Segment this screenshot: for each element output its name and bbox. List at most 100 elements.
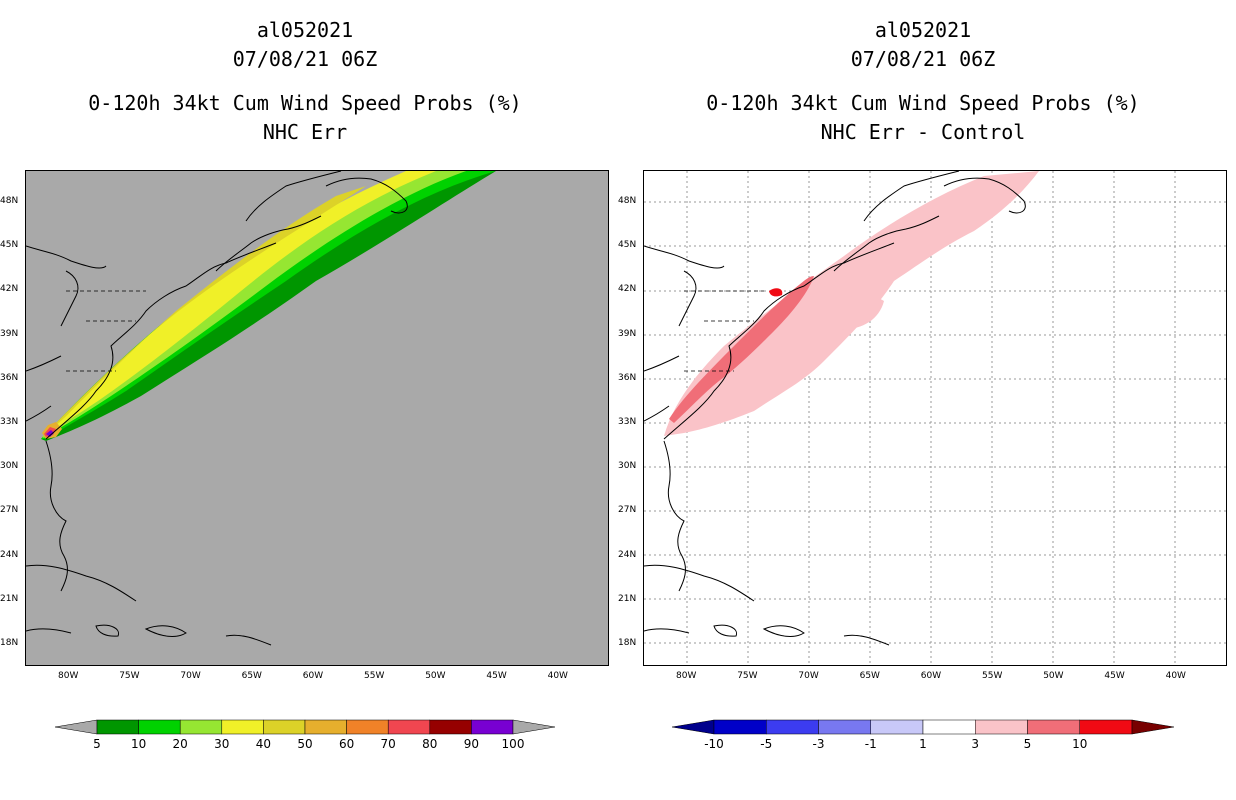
colorbar-label: 1: [919, 737, 927, 751]
lat-label: 36N: [618, 372, 637, 383]
colorbar-label: 90: [463, 737, 480, 751]
right-storm-id: al052021: [874, 18, 972, 42]
colorbar-swatch: [96, 719, 139, 735]
swath-core-100: [46, 430, 54, 437]
lon-label: 70W: [798, 671, 819, 681]
lon-label: 75W: [119, 671, 140, 681]
lat-label: 30N: [618, 461, 637, 472]
lat-label: 39N: [0, 328, 19, 339]
colorbar-label: 60: [338, 737, 355, 751]
colorbar-label: -1: [864, 737, 877, 751]
colorbar-swatch: [179, 719, 223, 735]
colorbar-swatch: [1027, 719, 1080, 735]
colorbar-swatch: [922, 719, 976, 735]
lat-label: 33N: [0, 417, 19, 427]
lon-label: 55W: [982, 671, 1003, 681]
left-probability-map: [25, 170, 609, 666]
colorbar-high-extend: [1131, 719, 1174, 735]
colorbar-high-extend: [512, 719, 555, 735]
colorbar-swatch: [1079, 719, 1133, 735]
colorbar-low-extend: [672, 719, 715, 735]
lat-label: 42N: [618, 284, 637, 295]
lat-label: 18N: [618, 638, 637, 648]
colorbar-label: 5: [1023, 737, 1032, 751]
colorbar-low-extend: [55, 719, 98, 735]
colorbar-label: 50: [297, 737, 313, 751]
colorbar-label: -10: [704, 737, 724, 751]
diff-1-to-3-lobe: [834, 295, 884, 330]
colorbar-swatch: [304, 719, 347, 735]
lon-label: 65W: [859, 671, 880, 681]
colorbar-label: 3: [971, 737, 980, 751]
right-difference-map: [643, 170, 1227, 666]
right-map-graphic: [644, 171, 1226, 665]
colorbar-label: 100: [501, 737, 525, 751]
lat-label: 39N: [618, 328, 637, 339]
lat-label: 21N: [0, 593, 19, 604]
left-coastlines: [26, 171, 408, 646]
left-subtitle: NHC Err: [262, 120, 348, 144]
lat-label: 36N: [0, 372, 19, 383]
colorbar-label: 30: [214, 737, 230, 751]
right-colorbar: [672, 719, 1174, 735]
colorbar-swatch: [713, 719, 767, 735]
colorbar-swatch: [221, 719, 264, 735]
lat-label: 27N: [0, 505, 19, 516]
lon-label: 75W: [737, 671, 758, 681]
colorbar-label: 40: [255, 737, 272, 751]
lon-label: 55W: [364, 671, 385, 681]
lat-label: 21N: [618, 593, 637, 604]
left-map-graphic: [26, 171, 608, 646]
lat-label: 30N: [0, 461, 19, 472]
lon-label: 80W: [58, 671, 79, 681]
right-subtitle: NHC Err - Control: [820, 120, 1026, 144]
swath-10-band: [41, 171, 496, 439]
colorbar-swatch: [766, 719, 819, 735]
right-panel-title-block: al052021 07/08/21 06Z 0-120h 34kt Cum Wi…: [643, 16, 1203, 147]
lat-label: 48N: [0, 196, 19, 206]
right-coastlines: [644, 171, 1026, 646]
left-borders: [66, 290, 146, 372]
colorbar-swatch: [818, 719, 871, 735]
lon-label: 40W: [1165, 671, 1186, 681]
colorbar-swatch: [263, 719, 306, 735]
left-title: 0-120h 34kt Cum Wind Speed Probs (%): [88, 91, 522, 115]
lon-label: 65W: [241, 671, 262, 681]
right-borders: [684, 290, 764, 372]
colorbar-swatch: [870, 719, 924, 735]
colorbar-label: 80: [422, 737, 438, 751]
colorbar-swatch: [471, 719, 514, 735]
lat-label: 48N: [618, 196, 637, 206]
right-title: 0-120h 34kt Cum Wind Speed Probs (%): [706, 91, 1140, 115]
lon-label: 60W: [302, 671, 324, 681]
diff-5-to-10-spot: [769, 288, 783, 297]
lat-label: 45N: [0, 240, 19, 251]
colorbar-swatch: [429, 719, 472, 735]
lat-label: 33N: [618, 417, 637, 427]
right-datetime: 07/08/21 06Z: [850, 47, 996, 71]
colorbar-label: 20: [172, 737, 188, 751]
left-panel-title-block: al052021 07/08/21 06Z 0-120h 34kt Cum Wi…: [25, 16, 585, 147]
lon-label: 80W: [676, 671, 697, 681]
colorbar-swatch: [387, 719, 431, 735]
lat-label: 24N: [0, 549, 19, 560]
swath-20-band: [42, 171, 466, 438]
right-gridlines: [644, 171, 1226, 665]
lat-label: 27N: [618, 505, 637, 516]
left-datetime: 07/08/21 06Z: [232, 47, 378, 71]
lat-label: 42N: [0, 284, 19, 295]
colorbar-label: 70: [380, 737, 396, 751]
lat-label: 45N: [618, 240, 637, 251]
colorbar-label: 5: [93, 737, 101, 751]
colorbar-swatch: [975, 719, 1028, 735]
left-storm-id: al052021: [256, 18, 354, 42]
lon-label: 45W: [486, 671, 507, 681]
lon-label: 40W: [547, 671, 568, 681]
lon-label: 70W: [180, 671, 201, 681]
left-colorbar: [55, 719, 555, 735]
colorbar-swatch: [346, 719, 389, 735]
lon-label: 50W: [425, 671, 446, 681]
swath-30-band: [44, 171, 436, 436]
lon-label: 50W: [1043, 671, 1064, 681]
lon-label: 45W: [1104, 671, 1125, 681]
